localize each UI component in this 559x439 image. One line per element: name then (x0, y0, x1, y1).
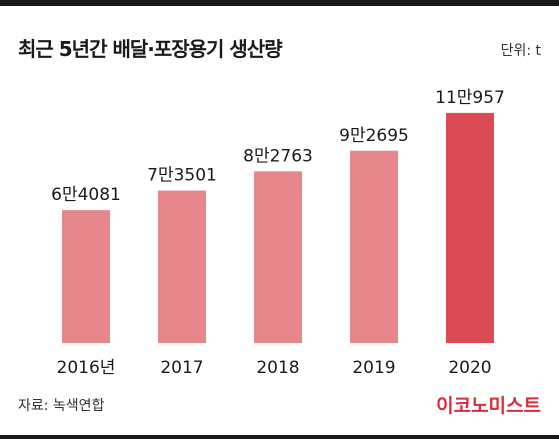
bar-2016년 (62, 210, 110, 343)
value-label: 9만2695 (339, 126, 409, 146)
value-label: 11만957 (435, 88, 505, 108)
source-note: 자료: 녹색연합 (18, 398, 105, 414)
value-label: 8만2763 (243, 146, 313, 166)
category-label: 2017 (160, 358, 203, 378)
bottom-rule (0, 435, 559, 439)
value-label: 7만3501 (147, 166, 217, 186)
chart-title: 최근 5년간 배달·포장용기 생산량 (18, 37, 283, 61)
category-label: 2016년 (57, 358, 116, 378)
publisher-logo: 이코노미스트 (436, 395, 541, 417)
category-label: 2020 (448, 358, 491, 378)
bar-2017 (158, 190, 206, 343)
category-label: 2018 (256, 358, 299, 378)
bar-2018 (254, 171, 302, 343)
value-label: 6만4081 (51, 185, 121, 205)
bar-2019 (350, 150, 398, 343)
category-label: 2019 (352, 358, 395, 378)
bar-2020 (446, 112, 494, 343)
top-rule (0, 0, 559, 6)
unit-label: 단위: t (500, 43, 541, 59)
